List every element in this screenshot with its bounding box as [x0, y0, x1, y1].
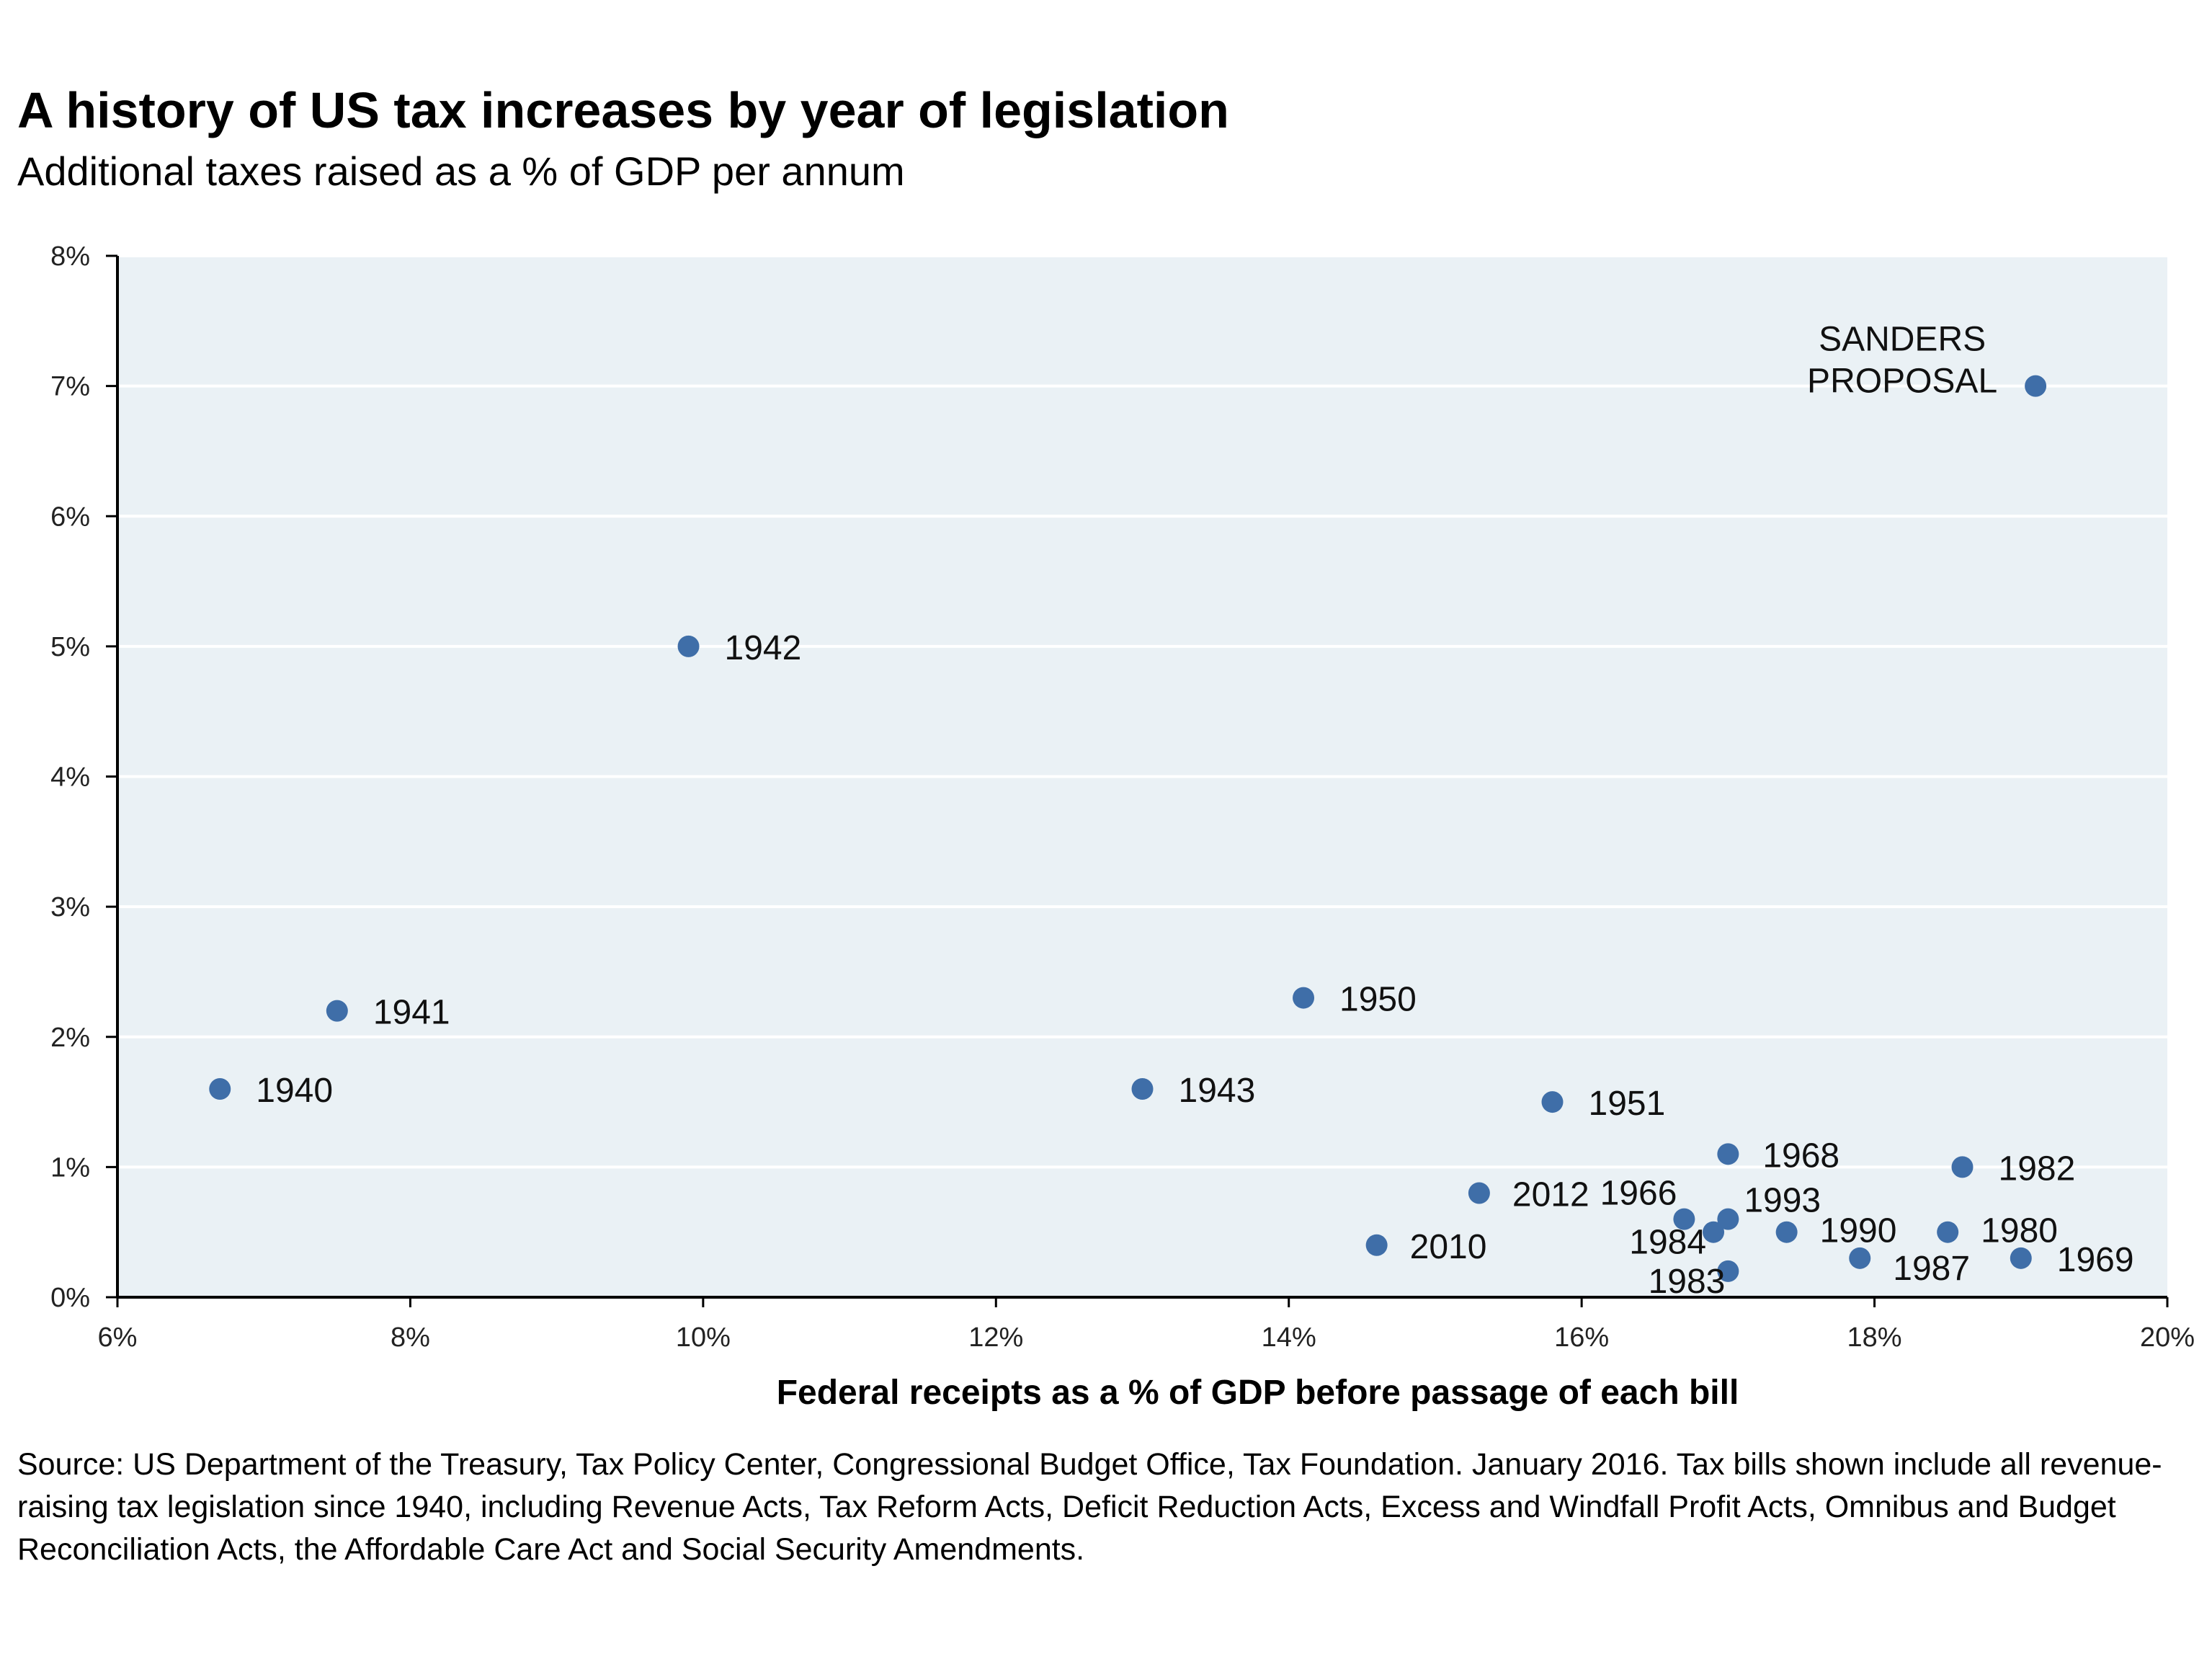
point-label-line: SANDERS [1819, 321, 1986, 359]
x-tick-label: 14% [1262, 1322, 1316, 1353]
data-point [2025, 375, 2047, 397]
data-point [1717, 1143, 1739, 1165]
point-label: 1990 [1820, 1212, 1897, 1250]
axes [116, 256, 2167, 1299]
data-point [677, 635, 700, 657]
point-label: SANDERS PROPOSAL [1807, 321, 1997, 401]
x-tick-labels: 6% 8% 10% 12% 14% 16% 18% 20% [98, 1322, 2195, 1353]
x-tick-label: 10% [676, 1322, 731, 1353]
data-point [1468, 1182, 1490, 1204]
point-label: 2010 [1410, 1228, 1487, 1266]
y-tick-label: 8% [50, 241, 90, 272]
point-label: 1983 [1649, 1263, 1726, 1301]
point-label: 1984 [1629, 1224, 1706, 1262]
data-point [1775, 1221, 1798, 1243]
data-point [1937, 1221, 1959, 1243]
point-label: 2012 [1512, 1176, 1589, 1214]
data-point [1717, 1208, 1739, 1230]
scatter-chart: 0% 1% 2% 3% 4% 5% 6% 7% 8% 6% 8% 10% 12% 14% 16% 18% 20… [50, 241, 2195, 1412]
point-label-line: PROPOSAL [1807, 363, 1997, 401]
y-tick-label: 3% [50, 892, 90, 922]
y-tick-label: 6% [50, 502, 90, 532]
x-tick-label: 12% [968, 1322, 1023, 1353]
data-point [1131, 1078, 1154, 1100]
x-tick-label: 6% [98, 1322, 138, 1353]
data-point [1673, 1208, 1695, 1230]
point-label: 1941 [373, 994, 450, 1032]
data-point [1717, 1260, 1739, 1282]
y-tick-label: 1% [50, 1152, 90, 1183]
y-tick-label: 0% [50, 1283, 90, 1313]
data-point [1365, 1234, 1388, 1256]
point-label: 1980 [1981, 1212, 2058, 1250]
y-tick-label: 2% [50, 1023, 90, 1053]
data-point [2010, 1247, 2032, 1269]
y-tick-labels: 0% 1% 2% 3% 4% 5% 6% 7% 8% [50, 241, 90, 1313]
data-points [209, 375, 2047, 1282]
point-label: 1987 [1893, 1250, 1970, 1288]
y-tick-label: 4% [50, 762, 90, 793]
y-tick-label: 5% [50, 632, 90, 662]
gridlines [106, 254, 2169, 1307]
y-tick-label: 7% [50, 372, 90, 402]
point-label: 1951 [1589, 1085, 1666, 1123]
point-labels: 1940 1941 1942 1943 1950 1951 2010 2012 1966 1984… [256, 321, 2133, 1301]
point-label: 1982 [1999, 1149, 2076, 1188]
point-label: 1966 [1600, 1175, 1677, 1213]
x-tick-label: 16% [1554, 1322, 1609, 1353]
chart-title: A history of US tax increases by year of… [17, 82, 1229, 138]
chart-subtitle: Additional taxes raised as a % of GDP pe… [17, 148, 905, 194]
data-point [1541, 1091, 1564, 1113]
x-axis-label: Federal receipts as a % of GDP before pa… [777, 1374, 1739, 1412]
data-point [1293, 987, 1315, 1009]
point-label: 1942 [725, 629, 802, 667]
point-label: 1993 [1744, 1182, 1821, 1220]
data-point [1703, 1221, 1725, 1243]
data-point [1849, 1247, 1871, 1269]
source-note: Source: US Department of the Treasury, T… [17, 1447, 2162, 1567]
point-label: 1968 [1762, 1137, 1839, 1175]
data-point [209, 1078, 231, 1100]
data-point [1951, 1156, 1974, 1178]
x-tick-label: 20% [2140, 1322, 2195, 1353]
point-label: 1943 [1179, 1072, 1256, 1110]
point-label: 1950 [1339, 981, 1417, 1019]
x-tick-label: 8% [391, 1322, 430, 1353]
point-label: 1969 [2057, 1241, 2134, 1279]
x-tick-label: 18% [1847, 1322, 1902, 1353]
point-label: 1940 [256, 1072, 333, 1110]
data-point [326, 1000, 348, 1022]
